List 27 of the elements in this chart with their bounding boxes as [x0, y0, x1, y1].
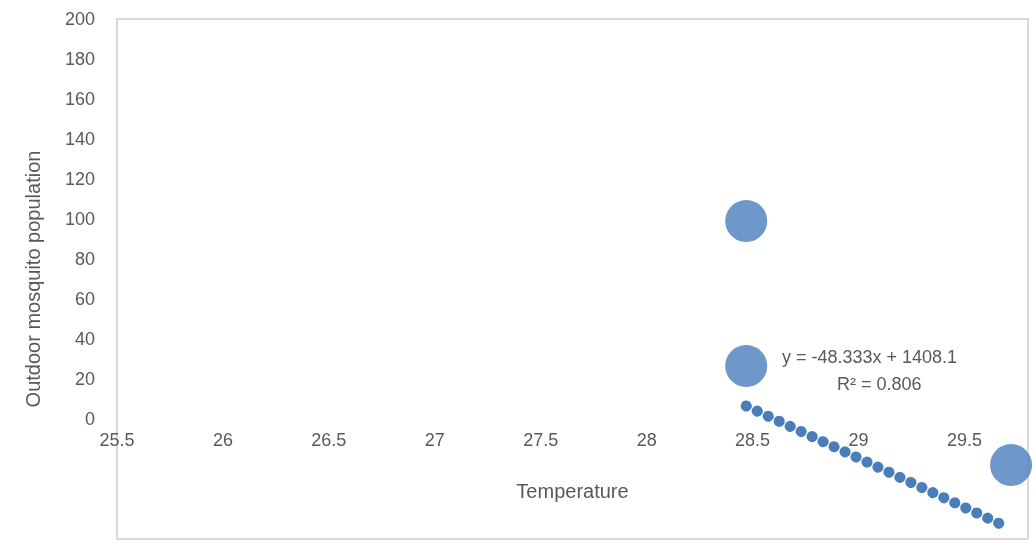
x-tick-label: 28.5: [735, 430, 771, 450]
point: [990, 444, 1033, 486]
x-tick-label: 28: [636, 430, 657, 450]
y-axis-title: Outdoor mosquito population: [22, 150, 44, 408]
y-tick-label: 200: [64, 9, 95, 29]
y-tick-label: 40: [74, 329, 95, 349]
y-tick-label: 60: [74, 289, 95, 309]
x-tick-label: 26: [212, 430, 233, 450]
x-tick-label: 29: [848, 430, 869, 450]
x-tick-label: 29.5: [946, 430, 982, 450]
x-tick-label: 25.5: [99, 430, 135, 450]
y-tick-label: 120: [64, 169, 95, 189]
x-axis-title: Temperature: [516, 480, 629, 502]
y-tick-label: 140: [64, 129, 95, 149]
y-tick-label: 0: [84, 409, 95, 429]
y-tick-label: 20: [74, 369, 95, 389]
annotation: y = -48.333x + 1408.1: [782, 347, 958, 367]
x-tick-label: 26.5: [311, 430, 347, 450]
point: [725, 200, 768, 242]
point: [725, 345, 768, 387]
y-tick-label: 80: [74, 249, 95, 269]
y-tick-label: 100: [64, 209, 95, 229]
annotation: R² = 0.806: [837, 374, 922, 394]
x-tick-label: 27: [424, 430, 445, 450]
y-tick-label: 180: [64, 49, 95, 69]
x-tick-label: 27.5: [523, 430, 559, 450]
y-tick-label: 160: [64, 89, 95, 109]
